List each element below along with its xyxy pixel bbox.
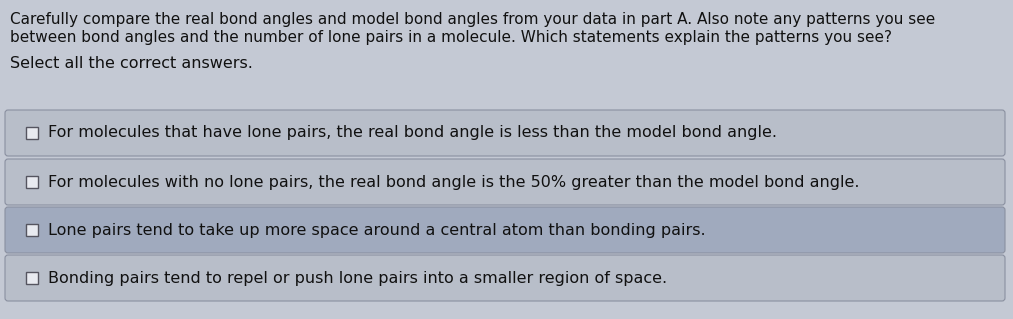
FancyBboxPatch shape [26,272,38,284]
FancyBboxPatch shape [5,255,1005,301]
FancyBboxPatch shape [5,110,1005,156]
FancyBboxPatch shape [5,207,1005,253]
Text: For molecules with no lone pairs, the real bond angle is the 50% greater than th: For molecules with no lone pairs, the re… [48,174,859,189]
Text: Carefully compare the real bond angles and model bond angles from your data in p: Carefully compare the real bond angles a… [10,12,935,27]
FancyBboxPatch shape [5,159,1005,205]
Text: Bonding pairs tend to repel or push lone pairs into a smaller region of space.: Bonding pairs tend to repel or push lone… [48,271,668,286]
Text: between bond angles and the number of lone pairs in a molecule. Which statements: between bond angles and the number of lo… [10,30,892,45]
Text: For molecules that have lone pairs, the real bond angle is less than the model b: For molecules that have lone pairs, the … [48,125,777,140]
Text: Select all the correct answers.: Select all the correct answers. [10,56,253,71]
FancyBboxPatch shape [26,127,38,139]
Text: Lone pairs tend to take up more space around a central atom than bonding pairs.: Lone pairs tend to take up more space ar… [48,222,706,238]
FancyBboxPatch shape [26,176,38,188]
FancyBboxPatch shape [26,224,38,236]
